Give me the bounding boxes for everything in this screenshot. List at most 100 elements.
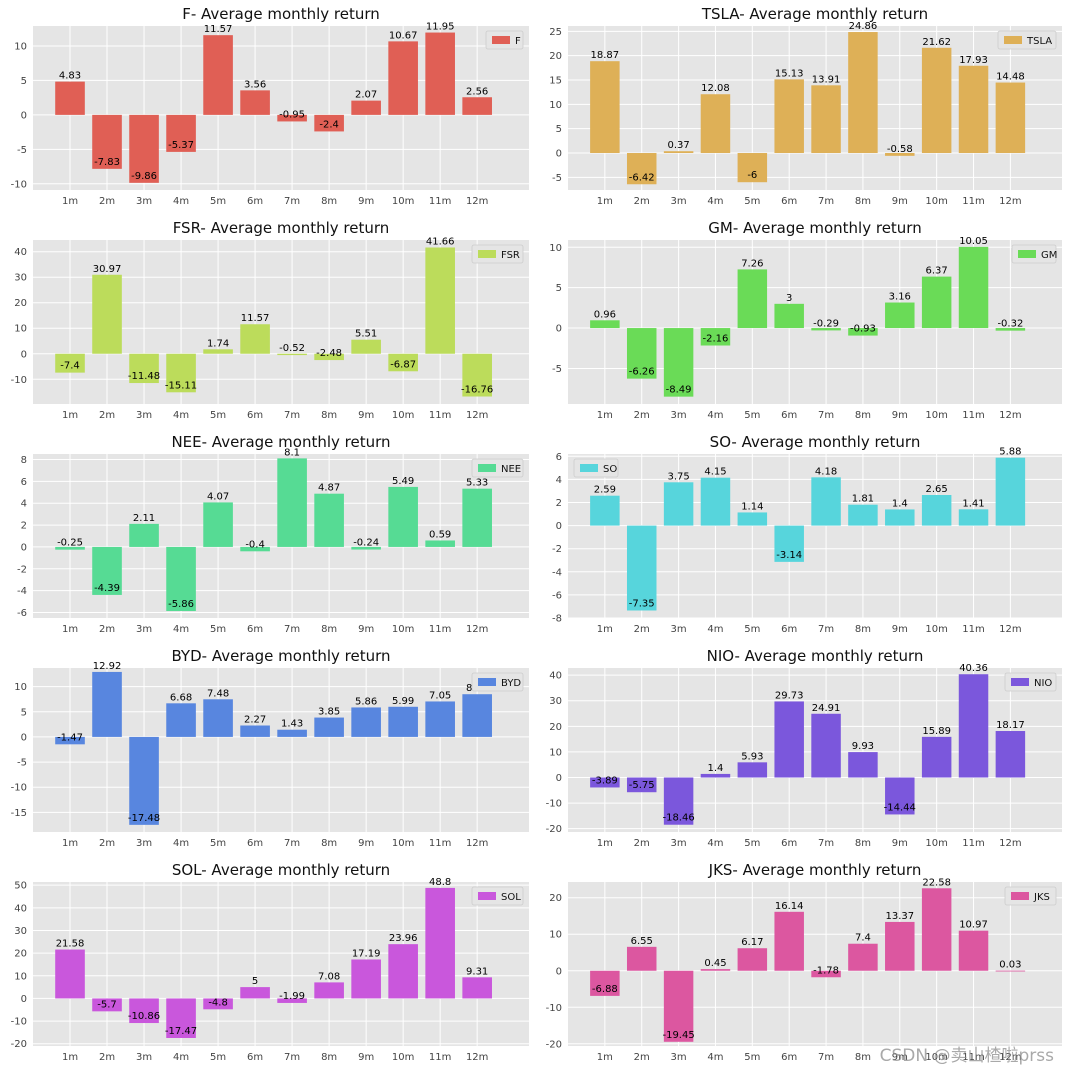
legend: F — [485, 30, 524, 50]
bar-8m — [314, 493, 344, 547]
bar-6m — [774, 303, 804, 329]
bar-11m — [958, 246, 989, 329]
x-tick-label: 10m — [925, 1052, 947, 1063]
chart-nio: -20 -10 0 10 20 30 40 1m 2m 3m 4m 5m 6m 7m 8m 9m 10m 11m 1… — [546, 647, 1062, 849]
bar-2m — [92, 114, 122, 169]
data-label: 2.59 — [594, 485, 616, 496]
data-label: -16.76 — [461, 385, 493, 396]
y-tick-label: 20 — [549, 893, 562, 904]
x-tick-label: 10m — [392, 1052, 414, 1063]
y-tick-label: 20 — [549, 51, 562, 62]
bar-9m — [885, 921, 915, 971]
data-label: 5.49 — [392, 476, 414, 487]
x-tick-label: 1m — [62, 410, 78, 421]
legend-swatch — [492, 36, 510, 44]
x-tick-label: 8m — [855, 410, 871, 421]
data-label: 5.88 — [999, 447, 1021, 458]
x-tick-label: 5m — [210, 838, 226, 849]
bar-9m — [351, 339, 381, 354]
bar-11m — [425, 887, 455, 999]
data-label: 41.66 — [426, 236, 455, 247]
legend: FSR — [471, 244, 524, 264]
legend-label: NIO — [1034, 678, 1052, 689]
data-label: -6.88 — [592, 984, 618, 995]
data-label: 15.13 — [775, 68, 804, 79]
bar-12m — [995, 970, 1026, 972]
x-tick-label: 2m — [634, 410, 650, 421]
data-label: 1.4 — [892, 498, 908, 509]
x-tick-label: 2m — [99, 624, 115, 635]
y-tick-label: 6 — [556, 452, 562, 463]
chart-gm: -5 0 5 10 1m 2m 3m 4m 5m 6m 7m 8m 9m 10m 11m 12m 0.96 -6.… — [549, 219, 1062, 421]
data-label: -19.45 — [662, 1030, 694, 1041]
data-label: 3 — [786, 293, 792, 304]
x-tick-label: 2m — [634, 624, 650, 635]
x-tick-label: 12m — [999, 1052, 1021, 1063]
bar-6m — [240, 324, 270, 354]
x-tick-label: 1m — [597, 196, 613, 207]
legend-box — [997, 30, 1057, 50]
chart-jks: -20 -10 0 10 20 1m 2m 3m 4m 5m 6m 7m 8m 9m 10m 11m 12m -6… — [546, 861, 1062, 1063]
data-label: 2.11 — [133, 513, 155, 524]
y-tick-label: 10 — [549, 747, 562, 758]
chart-title: NIO- Average monthly return — [707, 647, 924, 665]
bar-9m — [885, 302, 915, 329]
x-tick-label: 7m — [284, 1052, 300, 1063]
legend-label: GM — [1041, 250, 1057, 261]
bar-1m — [590, 970, 620, 996]
legend-swatch — [1004, 36, 1022, 44]
x-tick-label: 8m — [321, 1052, 337, 1063]
data-label: 5 — [252, 976, 258, 987]
legend-label: JKS — [1033, 892, 1050, 903]
data-label: 4.83 — [59, 71, 81, 82]
x-tick-label: 10m — [925, 624, 947, 635]
bar-12m — [462, 97, 492, 115]
bar-1m — [55, 81, 85, 115]
x-tick-label: 12m — [999, 624, 1021, 635]
bar-12m — [462, 488, 492, 547]
x-tick-label: 3m — [671, 838, 687, 849]
x-tick-label: 5m — [744, 196, 760, 207]
bar-4m — [166, 546, 196, 612]
chart-title: SO- Average monthly return — [710, 433, 921, 451]
data-label: -8.49 — [666, 385, 692, 396]
data-label: -2.48 — [316, 348, 342, 359]
x-tick-label: 7m — [284, 196, 300, 207]
bar-1m — [55, 546, 85, 550]
x-tick-label: 11m — [962, 196, 984, 207]
data-label: 2.65 — [926, 484, 948, 495]
data-label: 5.33 — [466, 478, 488, 489]
x-tick-label: 3m — [671, 1052, 687, 1063]
x-tick-label: 4m — [707, 1052, 723, 1063]
data-label: -0.24 — [353, 538, 379, 549]
data-label: 14.48 — [996, 72, 1025, 83]
data-label: 18.87 — [591, 50, 620, 61]
bar-12m — [995, 731, 1026, 778]
bar-3m — [663, 777, 694, 825]
legend: SOL — [471, 886, 524, 906]
x-tick-label: 1m — [597, 624, 613, 635]
legend-swatch — [478, 678, 496, 686]
bar-2m — [626, 153, 657, 185]
data-label: 2.56 — [466, 86, 488, 97]
data-label: 4.15 — [704, 467, 726, 478]
x-tick-label: 4m — [707, 624, 723, 635]
bar-12m — [995, 457, 1026, 526]
bar-5m — [737, 762, 768, 778]
bar-11m — [425, 32, 455, 115]
bar-2m — [92, 546, 122, 595]
y-tick-label: 0 — [21, 732, 27, 743]
y-tick-label: 10 — [14, 971, 27, 982]
y-tick-label: 10 — [14, 41, 27, 52]
bar-5m — [203, 699, 233, 737]
x-tick-label: 6m — [247, 196, 263, 207]
data-label: -0.4 — [245, 539, 265, 550]
data-label: 15.89 — [922, 726, 951, 737]
data-label: 1.41 — [962, 498, 984, 509]
x-tick-label: 11m — [429, 624, 451, 635]
data-label: 0.03 — [999, 960, 1021, 971]
y-tick-label: -4 — [552, 567, 562, 578]
data-label: -3.89 — [592, 775, 618, 786]
data-label: -5.86 — [168, 599, 194, 610]
